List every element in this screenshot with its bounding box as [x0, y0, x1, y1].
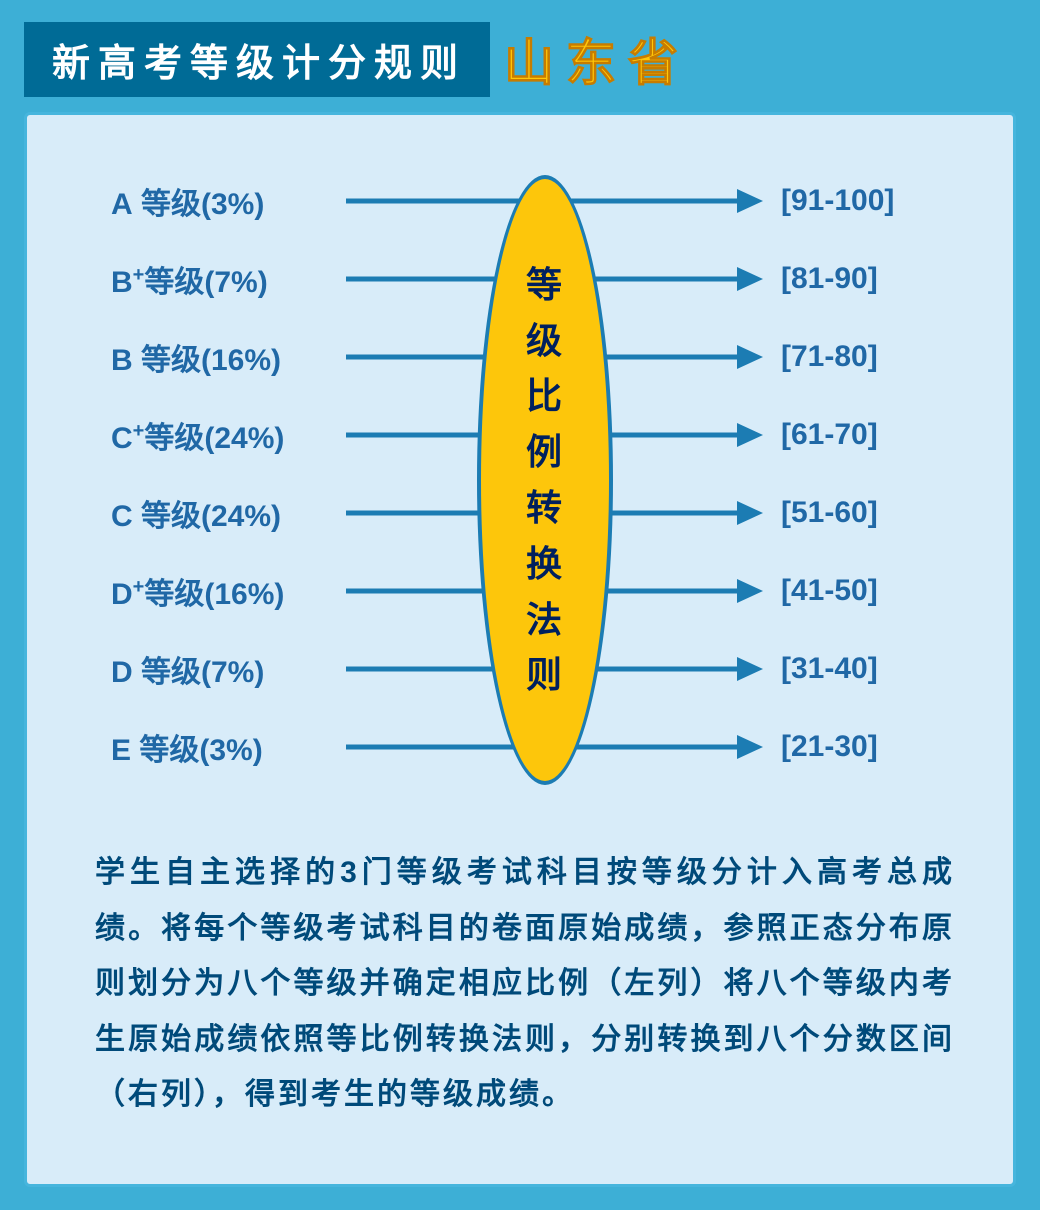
score-range: [61-70] [763, 418, 943, 452]
content-panel: A 等级(3%) [91-100] B+等级(7%) [81-90] B 等级(16%)… [24, 112, 1016, 1187]
outer-frame: 新高考等级计分规则 山东省 A 等级(3%) [91-100] B+等级(7%) [8… [0, 0, 1040, 1210]
description-text: 学生自主选择的3门等级考试科目按等级分计入高考总成绩。将每个等级考试科目的卷面原… [65, 845, 983, 1123]
grade-label: C+等级(24%) [111, 413, 346, 457]
grade-label: B+等级(7%) [111, 257, 346, 301]
score-range: [91-100] [763, 184, 943, 218]
grade-label: D 等级(7%) [111, 647, 346, 691]
score-range: [41-50] [763, 574, 943, 608]
grade-label: C 等级(24%) [111, 491, 346, 535]
score-range: [21-30] [763, 730, 943, 764]
score-range: [31-40] [763, 652, 943, 686]
score-range: [51-60] [763, 496, 943, 530]
conversion-rule-ellipse: 等级比例转换法则 [477, 175, 613, 785]
grade-label: D+等级(16%) [111, 569, 346, 613]
score-range: [81-90] [763, 262, 943, 296]
province-label: 山东省 [504, 23, 690, 95]
ellipse-text: 等级比例转换法则 [526, 257, 564, 703]
score-range: [71-80] [763, 340, 943, 374]
grade-label: B 等级(16%) [111, 335, 346, 379]
header: 新高考等级计分规则 山东省 [24, 24, 1016, 94]
page-title: 新高考等级计分规则 [24, 22, 490, 97]
grade-label: A 等级(3%) [111, 179, 346, 223]
grade-mapping-chart: A 等级(3%) [91-100] B+等级(7%) [81-90] B 等级(16%)… [65, 155, 983, 805]
grade-label: E 等级(3%) [111, 725, 346, 769]
